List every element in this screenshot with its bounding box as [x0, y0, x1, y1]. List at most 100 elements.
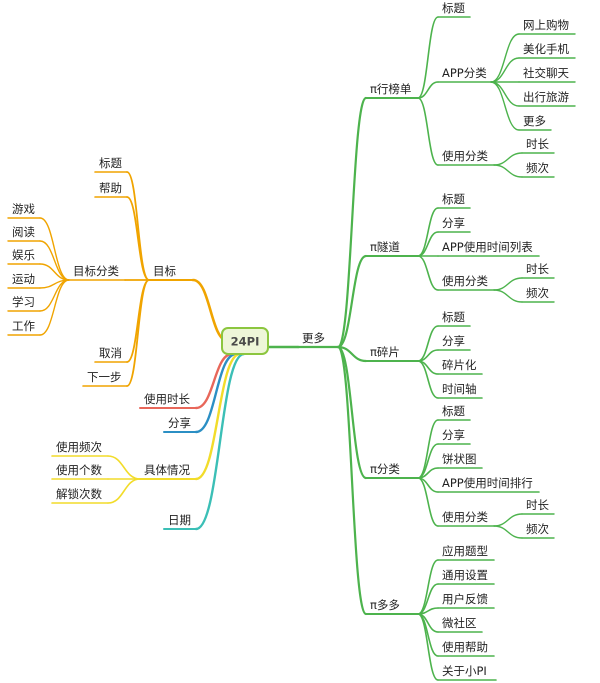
connector-line	[417, 613, 439, 681]
node-label: 目标	[153, 264, 176, 278]
node-label: 用户反馈	[442, 592, 488, 606]
node-label: 频次	[526, 161, 549, 175]
node-label: 使用个数	[56, 463, 102, 477]
node-label: 频次	[526, 522, 549, 536]
connector-line	[493, 289, 523, 303]
node-label: APP使用时间排行	[442, 476, 533, 490]
node-label: 关于小PI	[442, 664, 487, 678]
connector-line	[126, 279, 150, 363]
node-label: 微社区	[442, 616, 477, 630]
node-label: 社交聊天	[523, 66, 569, 80]
node-label: 具体情况	[144, 463, 190, 477]
connector-line	[39, 240, 70, 281]
connector-line	[194, 352, 242, 481]
connector-line	[417, 16, 439, 99]
node-label: 学习	[12, 295, 35, 309]
node-label: APP使用时间列表	[442, 240, 533, 254]
node-label: 分享	[168, 416, 191, 430]
connector-line	[336, 345, 368, 616]
node-label: 娱乐	[12, 248, 35, 262]
node-label: 通用设置	[442, 568, 488, 582]
connector-line	[490, 81, 520, 107]
node-label: 时长	[526, 498, 549, 512]
connector-line	[39, 279, 70, 336]
node-label: 使用帮助	[442, 640, 488, 654]
node-label: 更多	[302, 331, 325, 345]
node-label: 美化手机	[523, 42, 569, 56]
connector-line	[490, 81, 520, 131]
connector-line	[126, 279, 150, 387]
connector-line	[107, 455, 141, 480]
connector-line	[336, 345, 368, 363]
node-label: 网上购物	[523, 18, 569, 32]
nodes: 更多π行榜单标题APP分类网上购物美化手机社交聊天出行旅游更多使用分类时长频次π…	[12, 1, 569, 678]
node-label: 分享	[442, 428, 465, 442]
node-label: π隧道	[370, 240, 400, 254]
connector-line	[336, 96, 368, 349]
node-label: 更多	[523, 114, 546, 128]
node-label: 标题	[442, 192, 465, 206]
node-label: 饼状图	[442, 452, 477, 466]
node-label: 使用分类	[442, 510, 488, 524]
node-label: 碎片化	[442, 358, 477, 372]
node-label: π碎片	[370, 345, 400, 359]
connector-line	[417, 97, 439, 166]
connector-line	[336, 345, 368, 480]
connector-line	[194, 352, 234, 410]
node-label: 游戏	[12, 202, 35, 216]
connector-line	[417, 81, 439, 99]
node-label: 时间轴	[442, 382, 477, 396]
node-label: π分类	[370, 462, 400, 476]
node-label: 使用时长	[144, 392, 190, 406]
node-label: 使用分类	[442, 274, 488, 288]
connector-line	[194, 352, 238, 434]
connector-line	[417, 419, 439, 479]
connector-line	[493, 277, 523, 291]
connector-line	[107, 478, 141, 504]
node-label: 分享	[442, 216, 465, 230]
node-label: 运动	[12, 272, 35, 286]
connector-line	[493, 152, 523, 166]
node-label: 标题	[99, 156, 122, 170]
node-label: 使用频次	[56, 440, 102, 454]
node-label: 工作	[12, 319, 35, 333]
node-label: 时长	[526, 137, 549, 151]
node-label: 标题	[442, 1, 465, 15]
node-label: 频次	[526, 286, 549, 300]
node-label: 标题	[442, 404, 465, 418]
connector-line	[490, 57, 520, 83]
connector-lines	[7, 16, 576, 681]
node-label: 分享	[442, 334, 465, 348]
connector-line	[493, 164, 523, 178]
node-label: 标题	[442, 310, 465, 324]
node-label: 时长	[526, 262, 549, 276]
node-label: 目标分类	[73, 264, 119, 278]
root-label: 24PI	[231, 335, 260, 349]
connector-line	[126, 196, 150, 281]
connector-line	[39, 217, 70, 281]
node-label: π行榜单	[370, 82, 411, 96]
node-label: 下一步	[87, 370, 122, 384]
node-label: 日期	[168, 513, 191, 527]
connector-line	[126, 171, 150, 281]
node-label: π多多	[370, 598, 400, 612]
node-label: 取消	[99, 346, 122, 360]
node-label: 阅读	[12, 225, 35, 239]
connector-line	[336, 254, 368, 349]
node-label: 帮助	[99, 181, 122, 195]
connector-line	[417, 559, 439, 615]
connector-line	[417, 255, 439, 291]
root-node-box	[221, 327, 269, 355]
connector-line	[417, 360, 439, 399]
connector-line	[493, 513, 523, 527]
node-label: APP分类	[442, 66, 487, 80]
node-label: 出行旅游	[523, 90, 569, 104]
connector-line	[417, 477, 439, 527]
node-label: 应用题型	[442, 544, 488, 558]
connector-line	[490, 33, 520, 83]
connector-line	[194, 352, 246, 531]
node-label: 解锁次数	[56, 487, 102, 501]
node-label: 使用分类	[442, 149, 488, 163]
root-node[interactable]: 24PI	[221, 327, 269, 355]
